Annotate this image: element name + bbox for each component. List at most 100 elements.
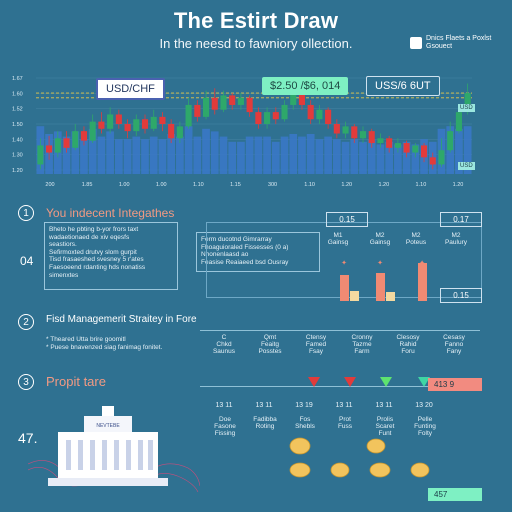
sparkle-icon: ✦: [419, 259, 425, 267]
note-line: Tisd frasaeshed svesney 5 r'ates: [49, 256, 144, 264]
marker-down-icon: [344, 377, 356, 387]
volume-bar: [167, 134, 176, 174]
profit-label: Fos Shebls: [295, 416, 315, 430]
section-3-side-label: 47.: [18, 430, 38, 446]
x-tick-label: 1.15: [230, 182, 241, 188]
note-line: seastiors.: [49, 241, 77, 249]
profit-value: 13 11: [255, 402, 273, 409]
candle-body: [37, 145, 44, 165]
strategy-column: Qmt Feaitg Posstes: [258, 334, 282, 355]
profit-value: 13 11: [375, 402, 393, 409]
x-tick-label: 1.85: [82, 182, 93, 188]
candle-body: [115, 114, 122, 124]
candle-body: [455, 112, 462, 132]
candle-body: [194, 104, 201, 117]
x-tick-label: 200: [45, 182, 54, 188]
volume-bar: [385, 141, 394, 174]
candle-body: [420, 145, 428, 158]
list-item: Feasise Reaiaeed bsd Ousray: [201, 258, 289, 266]
volume-bar: [394, 144, 402, 174]
candle-body: [89, 121, 96, 141]
profit-value: 13 20: [415, 402, 433, 409]
y-tick-label: 1.67: [12, 76, 23, 82]
price-readout: $2.50 /$6, 014: [262, 77, 349, 95]
candle-body: [133, 119, 140, 132]
section-1-side-label: 04: [20, 254, 34, 268]
volume-bar: [202, 128, 210, 174]
volume-bar: [149, 136, 158, 174]
list-item: Fhoaguioraled Fissesses (0 a): [201, 243, 289, 251]
candle-body: [159, 116, 166, 124]
price-tag-bottom: USD: [458, 162, 475, 170]
x-tick-label: 1.20: [341, 182, 352, 188]
volume-bar: [123, 139, 132, 174]
section-2-divider: [200, 330, 480, 331]
y-tick-label: 1.50: [12, 122, 23, 128]
mini-bar: [418, 263, 427, 301]
candle-body: [403, 143, 410, 153]
volume-bar: [237, 141, 245, 174]
candle-body: [141, 119, 149, 129]
section-1-value-c: 0.15: [440, 288, 482, 303]
price-tag-top: USD: [458, 104, 475, 112]
column-header: M2 Poteus: [405, 232, 427, 246]
mini-bar: [376, 273, 385, 301]
section-3-coin-bags: [289, 437, 430, 478]
candle-body: [386, 138, 393, 148]
candle-body: [229, 95, 236, 105]
volume-bar: [455, 128, 463, 174]
candle-body: [281, 104, 288, 120]
candle-body: [124, 124, 131, 132]
candle-body: [168, 124, 175, 139]
volume-bar: [315, 139, 324, 174]
pair-label-right[interactable]: USS/6 6UT: [366, 76, 440, 96]
volume-bar: [306, 134, 315, 174]
y-tick-label: 1.30: [12, 153, 23, 159]
section-3-number: 3: [18, 374, 34, 390]
volume-bar: [402, 141, 411, 174]
profit-label: Pelle Funting Folty: [414, 416, 436, 437]
y-tick-label: 1.52: [12, 107, 23, 113]
sparkle-icon: ✦: [377, 259, 383, 267]
note-line: Bheto he pbting b-yor frors taxt: [49, 226, 139, 233]
profit-value: 13 11: [335, 402, 353, 409]
volume-bar: [254, 136, 263, 174]
volume-bar: [88, 128, 97, 174]
y-tick-label: 1.40: [12, 137, 23, 143]
candle-body: [220, 95, 227, 110]
profit-value: 13 11: [215, 402, 233, 409]
page-subtitle: In the neesd to fawniory ollection.: [159, 36, 353, 51]
volume-bar: [367, 139, 376, 174]
x-tick-label: 1.00: [156, 182, 167, 188]
volume-bar: [184, 126, 193, 174]
candle-body: [264, 112, 271, 124]
note-line: simenxtes: [49, 271, 79, 279]
volume-bar: [132, 136, 141, 174]
candle-body: [246, 97, 253, 113]
candle-body: [368, 131, 375, 144]
volume-bar: [289, 134, 298, 174]
volume-bar: [210, 131, 219, 174]
x-tick-label: 1.20: [378, 182, 389, 188]
strategy-column: Cronny Tazme Farm: [351, 334, 373, 355]
mini-bar: [350, 291, 359, 301]
volume-bar: [341, 141, 350, 174]
volume-bar: [114, 139, 123, 174]
volume-bar: [158, 139, 167, 174]
volume-bar: [271, 141, 280, 174]
pair-label-usd-chf[interactable]: USD/CHF: [96, 78, 165, 100]
volume-bar: [80, 139, 88, 174]
volume-bar: [62, 136, 71, 174]
section-3-divider: [200, 386, 480, 387]
candle-body: [412, 145, 419, 153]
list-item: Ferm ducotnd Gimrarray: [201, 236, 272, 243]
volume-bar: [463, 126, 472, 174]
section-1-notes-panel: Bheto he pbting b-yor frors taxt wadaetio…: [44, 222, 178, 290]
candle-body: [185, 104, 192, 127]
candle-body: [63, 138, 70, 148]
volume-bar: [219, 136, 228, 174]
section-1-mini-bars: ✦ ✦ ✦: [340, 259, 427, 301]
candle-body: [359, 131, 367, 139]
marker-down-icon: [418, 377, 430, 387]
page-title: The Estirt Draw: [173, 8, 339, 33]
